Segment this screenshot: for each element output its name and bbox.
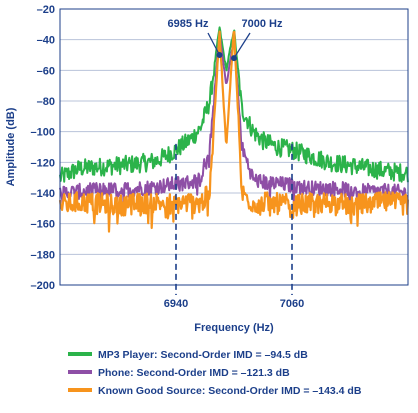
legend-entry: MP3 Player: Second-Order IMD = –94.5 dB [98, 349, 308, 361]
legend-entry: Phone: Second-Order IMD = –121.3 dB [98, 367, 290, 379]
legend-entry: Known Good Source: Second-Order IMD = –1… [98, 385, 362, 397]
y-tick-label: –100 [31, 127, 55, 139]
x-axis-label: Frequency (Hz) [194, 322, 274, 334]
series-layer [58, 26, 409, 233]
x-tick-labels: 6940 7060 [164, 298, 304, 310]
y-axis-label: Amplitude (dB) [5, 107, 17, 186]
x-tick-label: 6940 [164, 298, 188, 310]
y-tick-label: –160 [31, 219, 55, 231]
plot-frame [59, 8, 409, 286]
plot-background [60, 9, 408, 285]
y-tick-label: –60 [37, 65, 55, 77]
y-tick-label: –180 [31, 249, 55, 261]
y-tick-labels: –20 –40 –60 –80 –100 –120 –140 –160 –180 –200 [31, 4, 55, 292]
annotation-label: 7000 Hz [242, 18, 283, 30]
annotation-marker [231, 55, 237, 62]
y-tick-label: –40 [37, 35, 55, 47]
annotation-marker [216, 52, 223, 58]
annotation-leader [233, 32, 251, 59]
annotations: 6985 Hz 7000 Hz [168, 18, 283, 62]
legend: MP3 Player: Second-Order IMD = –94.5 dB P… [68, 349, 362, 397]
x-tick-label: 7060 [280, 298, 304, 310]
y-tick-label: –140 [31, 188, 55, 200]
y-tick-label: –200 [31, 280, 55, 292]
drop-lines [175, 143, 293, 295]
y-tick-label: –80 [37, 96, 55, 108]
y-tick-label: –20 [37, 4, 55, 16]
annotation-leader [207, 32, 221, 56]
y-tick-label: –120 [31, 157, 55, 169]
annotation-label: 6985 Hz [168, 18, 209, 30]
series-line [58, 30, 409, 233]
